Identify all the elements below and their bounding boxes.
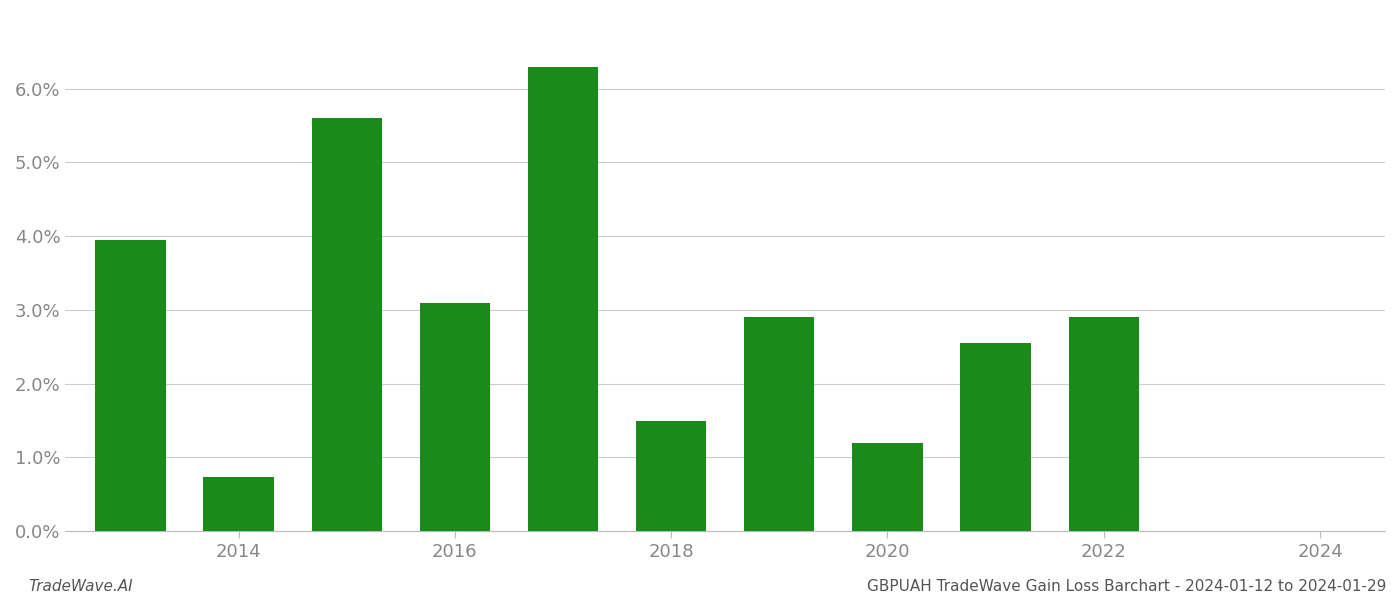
Bar [203, 478, 273, 531]
Bar [528, 67, 598, 531]
Bar [1068, 317, 1140, 531]
Bar [312, 118, 382, 531]
Text: TradeWave.AI: TradeWave.AI [28, 579, 133, 594]
Bar [853, 443, 923, 531]
Bar [745, 317, 815, 531]
Bar [420, 302, 490, 531]
Bar [960, 343, 1030, 531]
Bar [95, 240, 165, 531]
Bar [636, 421, 707, 531]
Text: GBPUAH TradeWave Gain Loss Barchart - 2024-01-12 to 2024-01-29: GBPUAH TradeWave Gain Loss Barchart - 20… [867, 579, 1386, 594]
